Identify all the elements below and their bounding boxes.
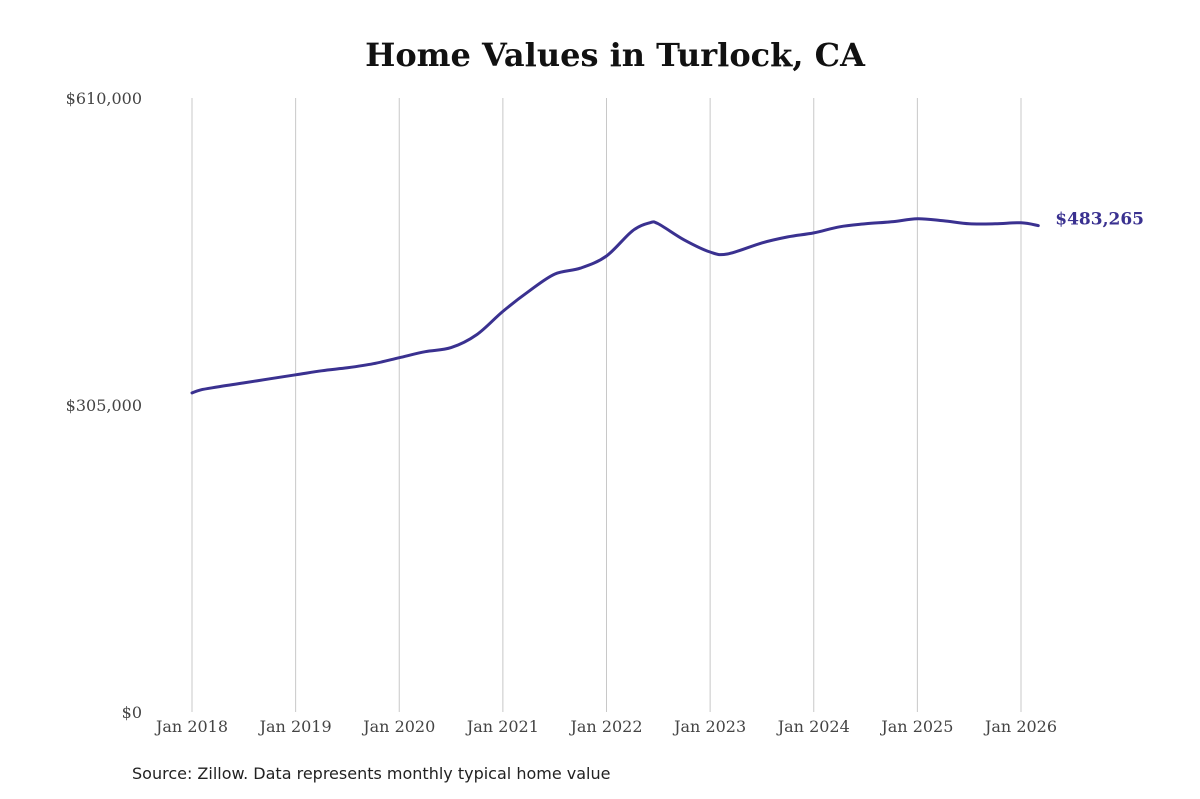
y-tick-label: $610,000 [66, 89, 142, 108]
x-tick-label: Jan 2019 [258, 717, 332, 736]
y-tick-label: $0 [122, 703, 142, 722]
series-line-1 [190, 217, 1040, 395]
x-tick-label: Jan 2020 [361, 717, 435, 736]
x-tick-label: Jan 2026 [983, 717, 1057, 736]
end-value-label: $483,265 [1055, 210, 1144, 230]
x-tick-label: Jan 2023 [672, 717, 746, 736]
x-tick-label: Jan 2021 [465, 717, 539, 736]
gridlines [191, 98, 1022, 712]
x-tick-label: Jan 2024 [776, 717, 850, 736]
x-tick-label: Jan 2018 [154, 717, 228, 736]
y-tick-label: $305,000 [66, 396, 142, 415]
x-tick-label: Jan 2025 [879, 717, 953, 736]
x-tick-label: Jan 2022 [568, 717, 642, 736]
y-axis-ticks: $0 $305,000 $610,000 [66, 89, 142, 722]
end-labels: $483,265 [1055, 210, 1144, 230]
chart-title: Home Values in Turlock, CA [365, 36, 865, 74]
series-lines [190, 217, 1040, 395]
x-axis-ticks: Jan 2018 Jan 2019 Jan 2020 Jan 2021 Jan 2022… [154, 717, 1057, 736]
source-note: Source: Zillow. Data represents monthly … [132, 764, 611, 783]
